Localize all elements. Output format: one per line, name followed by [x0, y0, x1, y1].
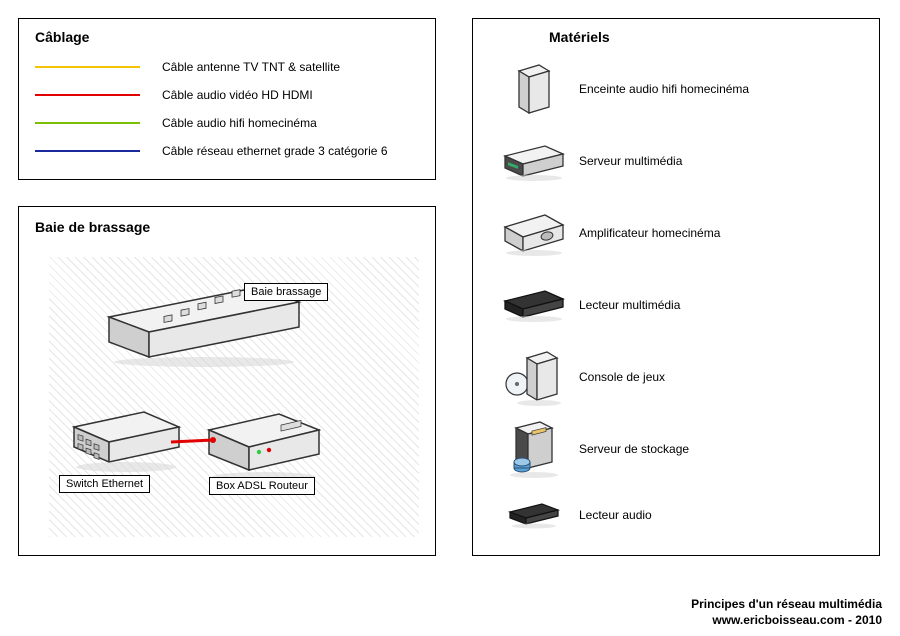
- footer-credit: www.ericboisseau.com - 2010: [691, 612, 882, 628]
- materiel-row: Amplificateur homecinéma: [489, 197, 863, 269]
- legend-label: Câble audio hifi homecinéma: [162, 116, 317, 130]
- materiel-row: Console de jeux: [489, 341, 863, 413]
- materiels-panel: Matériels Enceinte audio hifi homecinéma…: [472, 18, 880, 556]
- materiel-row: Enceinte audio hifi homecinéma: [489, 53, 863, 125]
- materiel-row: Serveur multimédia: [489, 125, 863, 197]
- materiels-title: Matériels: [549, 29, 863, 45]
- legend-row: Câble audio vidéo HD HDMI: [35, 81, 419, 109]
- switch-label: Switch Ethernet: [59, 475, 150, 493]
- legend-row: Câble antenne TV TNT & satellite: [35, 53, 419, 81]
- footer: Principes d'un réseau multimédia www.eri…: [691, 596, 882, 628]
- legend-label: Câble antenne TV TNT & satellite: [162, 60, 340, 74]
- legend-swatch-ethernet: [35, 150, 140, 152]
- materiel-row: Lecteur audio: [489, 485, 863, 545]
- legend-swatch-hdmi: [35, 94, 140, 96]
- baie-title: Baie de brassage: [35, 219, 419, 235]
- materiel-row: Serveur de stockage: [489, 413, 863, 485]
- link-icon: [169, 432, 219, 452]
- legend-row: Câble réseau ethernet grade 3 catégorie …: [35, 137, 419, 165]
- footer-title: Principes d'un réseau multimédia: [691, 596, 882, 612]
- materiel-label: Amplificateur homecinéma: [579, 226, 720, 240]
- materiel-row: Lecteur multimédia: [489, 269, 863, 341]
- speaker-icon: [489, 61, 579, 117]
- baie-panel: Baie de brassage Baie brassage Switc: [18, 206, 436, 556]
- cablage-panel: Câblage Câble antenne TV TNT & satellite…: [18, 18, 436, 180]
- materiel-label: Console de jeux: [579, 370, 665, 384]
- legend-row: Câble audio hifi homecinéma: [35, 109, 419, 137]
- router-label: Box ADSL Routeur: [209, 477, 315, 495]
- materiel-label: Enceinte audio hifi homecinéma: [579, 82, 749, 96]
- materiel-label: Lecteur audio: [579, 508, 652, 522]
- console-icon: [489, 346, 579, 408]
- audio-player-icon: [489, 500, 579, 530]
- materiel-label: Serveur de stockage: [579, 442, 689, 456]
- storage-icon: [489, 418, 579, 480]
- amplifier-icon: [489, 209, 579, 257]
- legend-label: Câble réseau ethernet grade 3 catégorie …: [162, 144, 388, 158]
- media-player-icon: [489, 287, 579, 323]
- materiel-label: Serveur multimédia: [579, 154, 682, 168]
- legend-swatch-hifi: [35, 122, 140, 124]
- legend-swatch-antenna: [35, 66, 140, 68]
- legend-label: Câble audio vidéo HD HDMI: [162, 88, 313, 102]
- patch-panel-label: Baie brassage: [244, 283, 328, 301]
- media-server-icon: [489, 140, 579, 182]
- cablage-title: Câblage: [35, 29, 419, 45]
- cablage-legend: Câble antenne TV TNT & satellite Câble a…: [35, 53, 419, 165]
- materiel-label: Lecteur multimédia: [579, 298, 680, 312]
